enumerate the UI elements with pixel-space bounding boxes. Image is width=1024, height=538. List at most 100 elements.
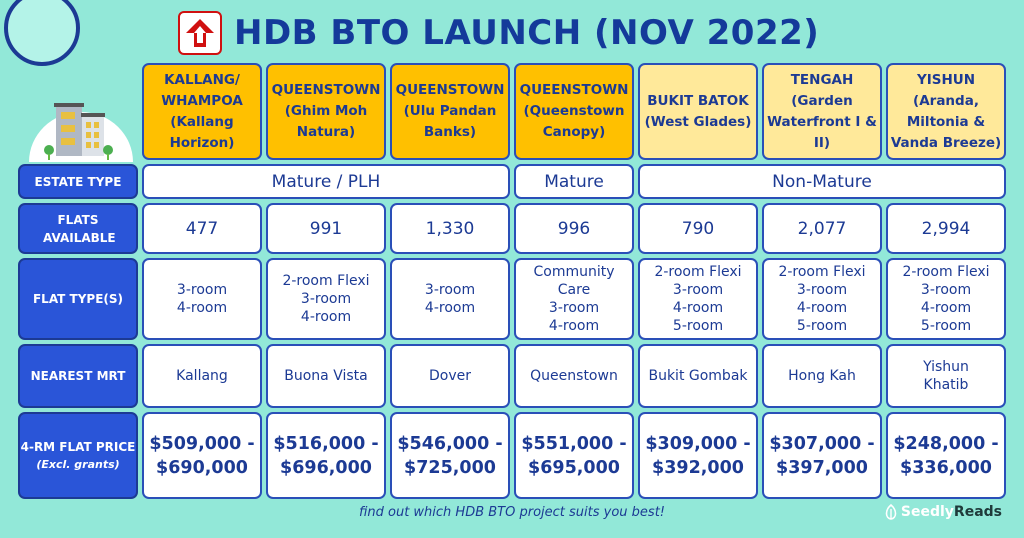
nearest-mrt-cell: Buona Vista xyxy=(266,344,386,408)
project-header: TENGAH (Garden Waterfront I & II) xyxy=(762,63,882,160)
flat-type: 5-room xyxy=(796,318,848,334)
project-name: (West Glades) xyxy=(644,113,752,130)
flat-type: 2-room Flexi xyxy=(654,264,742,280)
flat-type: 2-room Flexi xyxy=(778,264,866,280)
mrt-station: Khatib xyxy=(923,377,969,393)
seed-icon xyxy=(885,504,897,520)
price-cell: $516,000 - $696,000 xyxy=(266,412,386,499)
flat-type: 4-room xyxy=(672,300,724,316)
buildings-illustration xyxy=(29,103,133,162)
estate-type-non-mature: Non-Mature xyxy=(638,164,1006,199)
flat-type: 4-room xyxy=(796,300,848,316)
row-label-flats-available: FLATS AVAILABLE xyxy=(18,203,138,254)
project-name: (Ghim Moh Natura) xyxy=(284,103,368,140)
flats-available-cell: 1,330 xyxy=(390,203,510,254)
brand-part2: Reads xyxy=(953,504,1002,520)
nearest-mrt-cell: Kallang xyxy=(142,344,262,408)
price-cell: $307,000 - $397,000 xyxy=(762,412,882,499)
flat-types-cell: 2-room Flexi 3-room 4-room 5-room xyxy=(638,258,758,340)
project-header: KALLANG/ WHAMPOA (Kallang Horizon) xyxy=(142,63,262,160)
flat-types-cell: 2-room Flexi 3-room 4-room 5-room xyxy=(886,258,1006,340)
flats-count: 1,330 xyxy=(425,218,475,239)
flat-type: 3-room xyxy=(672,282,724,298)
flats-available-cell: 996 xyxy=(514,203,634,254)
project-header: QUEENSTOWN (Ghim Moh Natura) xyxy=(266,63,386,160)
seedly-reads-logo: Seedly Reads xyxy=(884,504,1002,520)
flat-types-cell: 3-room 4-room xyxy=(142,258,262,340)
price-high: $695,000 xyxy=(528,457,620,478)
label-text: FLAT TYPE(S) xyxy=(32,292,124,306)
price-high: $696,000 xyxy=(280,457,372,478)
project-town: KALLANG/ WHAMPOA xyxy=(161,71,243,109)
title-text: HDB BTO LAUNCH (NOV 2022) xyxy=(234,13,820,53)
flat-type: 3-room xyxy=(548,300,600,316)
project-header: YISHUN (Aranda, Miltonia & Vanda Breeze) xyxy=(886,63,1006,160)
project-name: (Kallang Horizon) xyxy=(169,113,235,151)
flats-available-cell: 991 xyxy=(266,203,386,254)
flats-count: 790 xyxy=(681,218,715,239)
flat-type: 4-room xyxy=(300,309,352,325)
project-name: (Ulu Pandan Banks) xyxy=(403,103,497,140)
project-name: (Garden Waterfront I & II) xyxy=(767,92,877,151)
project-town: YISHUN xyxy=(916,71,976,88)
flat-types-cell: 2-room Flexi 3-room 4-room xyxy=(266,258,386,340)
brand-part1: Seedly xyxy=(900,504,954,520)
estate-type-text: Mature xyxy=(544,171,604,192)
price-high: $397,000 xyxy=(776,457,868,478)
price-low: $248,000 - xyxy=(893,433,999,454)
project-town: QUEENSTOWN xyxy=(271,82,381,98)
price-low: $309,000 - xyxy=(645,433,751,454)
hdb-house-arrow-icon xyxy=(178,11,222,55)
bto-table: ESTATE TYPE FLATS AVAILABLE FLAT TYPE(S)… xyxy=(18,63,1006,499)
mrt-station: Yishun xyxy=(923,359,969,375)
estate-type-text: Non-Mature xyxy=(772,171,872,192)
project-town: QUEENSTOWN xyxy=(395,82,505,98)
price-cell: $551,000 - $695,000 xyxy=(514,412,634,499)
flat-types-cell: 2-room Flexi 3-room 4-room 5-room xyxy=(762,258,882,340)
estate-type-text: Mature / PLH xyxy=(271,171,381,192)
project-town: TENGAH xyxy=(790,71,854,88)
project-name: (Aranda, Miltonia & Vanda Breeze) xyxy=(890,92,1002,151)
flat-type: 4-room xyxy=(176,300,228,316)
mrt-station: Hong Kah xyxy=(788,368,856,384)
estate-type-mature: Mature xyxy=(514,164,634,199)
label-text: 4-RM FLAT PRICE xyxy=(20,439,136,454)
price-cell: $546,000 - $725,000 xyxy=(390,412,510,499)
label-text: ESTATE TYPE xyxy=(34,174,122,189)
flats-available-cell: 477 xyxy=(142,203,262,254)
mrt-station: Buona Vista xyxy=(284,368,368,384)
flat-type: 3-room xyxy=(796,282,848,298)
project-header: QUEENSTOWN (Queenstown Canopy) xyxy=(514,63,634,160)
price-high: $392,000 xyxy=(652,457,744,478)
mrt-station: Dover xyxy=(429,368,471,384)
project-town: BUKIT BATOK xyxy=(647,92,749,109)
price-high: $336,000 xyxy=(900,457,992,478)
project-town: QUEENSTOWN xyxy=(519,82,629,98)
nearest-mrt-cell: Bukit Gombak xyxy=(638,344,758,408)
flats-count: 2,994 xyxy=(921,218,971,239)
label-text: NEAREST MRT xyxy=(30,369,126,383)
flat-type: 3-room xyxy=(300,291,352,307)
flat-type: 3-room xyxy=(424,282,476,298)
mrt-station: Kallang xyxy=(176,368,228,384)
flat-type: 4-room xyxy=(920,300,972,316)
flat-type: 5-room xyxy=(672,318,724,334)
flat-types-cell: Community Care 3-room 4-room xyxy=(514,258,634,340)
price-low: $546,000 - xyxy=(397,433,503,454)
row-label-flat-types: FLAT TYPE(S) xyxy=(18,258,138,340)
price-high: $690,000 xyxy=(156,457,248,478)
flats-count: 991 xyxy=(309,218,343,239)
flat-type: 3-room xyxy=(176,282,228,298)
flat-type: 4-room xyxy=(424,300,476,316)
row-label-estate-type: ESTATE TYPE xyxy=(18,164,138,199)
flat-type: 3-room xyxy=(920,282,972,298)
price-low: $516,000 - xyxy=(273,433,379,454)
nearest-mrt-cell: Hong Kah xyxy=(762,344,882,408)
corner-spacer xyxy=(18,63,138,160)
flats-count: 2,077 xyxy=(797,218,847,239)
flats-count: 477 xyxy=(185,218,219,239)
mrt-station: Bukit Gombak xyxy=(648,368,748,384)
estate-type-mature-plh: Mature / PLH xyxy=(142,164,510,199)
row-label-nearest-mrt: NEAREST MRT xyxy=(18,344,138,408)
price-cell: $248,000 - $336,000 xyxy=(886,412,1006,499)
